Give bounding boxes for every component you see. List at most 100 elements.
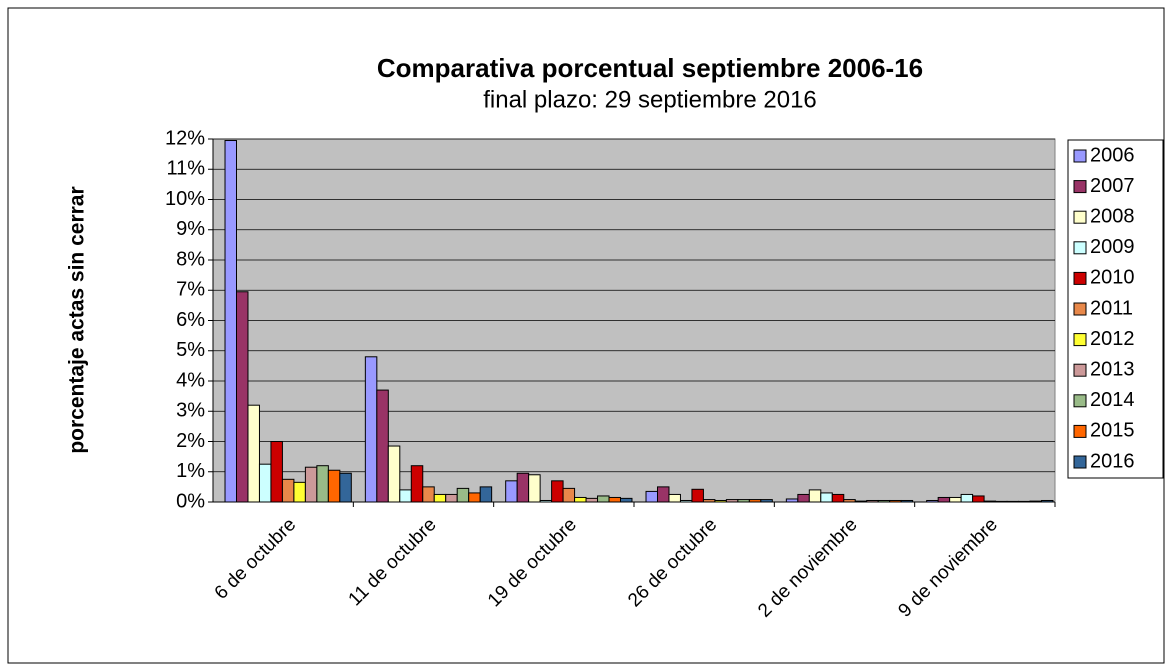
bar xyxy=(597,495,610,503)
y-tick-label: 8% xyxy=(176,248,205,270)
bar xyxy=(1029,500,1043,503)
bar xyxy=(1018,500,1031,503)
bar xyxy=(505,480,518,503)
bar xyxy=(468,492,481,503)
bar xyxy=(304,466,318,503)
bar xyxy=(608,496,622,503)
legend-swatch xyxy=(1073,394,1087,408)
bar xyxy=(877,499,891,503)
legend-swatch xyxy=(1073,271,1087,285)
bar xyxy=(376,389,389,503)
legend-label: 2016 xyxy=(1090,450,1135,472)
y-tick-label: 9% xyxy=(176,218,205,240)
legend-swatch xyxy=(1073,210,1087,224)
chart-title: Comparativa porcentual septiembre 2006-1… xyxy=(377,53,923,83)
bar xyxy=(831,493,845,503)
legend-swatch xyxy=(1073,302,1087,316)
bar xyxy=(937,496,951,503)
bar xyxy=(972,495,985,503)
bar xyxy=(422,486,435,503)
bar xyxy=(247,404,260,503)
y-tick-label: 5% xyxy=(176,339,205,361)
y-tick-label: 0% xyxy=(176,490,205,512)
legend-swatch xyxy=(1073,363,1087,377)
bar xyxy=(445,493,458,503)
bar xyxy=(574,496,587,503)
bar xyxy=(797,493,810,503)
bar xyxy=(528,474,541,503)
bar xyxy=(889,499,902,503)
bar xyxy=(620,497,633,503)
bar xyxy=(585,497,599,503)
legend-label: 2011 xyxy=(1090,297,1133,319)
legend-swatch xyxy=(1073,424,1087,438)
y-tick-label: 4% xyxy=(176,369,205,391)
legend-label: 2006 xyxy=(1090,144,1135,166)
bar xyxy=(316,465,329,503)
bar xyxy=(1041,499,1054,503)
bar xyxy=(983,500,997,503)
y-tick-label: 3% xyxy=(176,400,205,422)
bar xyxy=(645,490,658,503)
legend-swatch xyxy=(1073,149,1087,163)
legend-label: 2008 xyxy=(1090,205,1135,227)
y-tick-label: 2% xyxy=(176,430,205,452)
bar xyxy=(854,500,868,503)
bar xyxy=(843,499,856,503)
y-tick-label: 12% xyxy=(165,127,205,149)
bar xyxy=(995,500,1008,503)
bar xyxy=(949,496,962,503)
bar xyxy=(399,489,412,503)
bar xyxy=(808,489,822,503)
chart-subtitle: final plazo: 29 septiembre 2016 xyxy=(483,86,817,113)
legend-swatch xyxy=(1073,333,1087,347)
bar xyxy=(714,499,727,503)
bar xyxy=(387,445,401,503)
bar xyxy=(258,463,272,503)
legend-label: 2007 xyxy=(1090,175,1135,197)
bar xyxy=(1006,500,1020,503)
bar xyxy=(691,488,704,503)
bar xyxy=(224,140,237,503)
legend-label: 2014 xyxy=(1090,389,1135,411)
bar xyxy=(433,493,447,503)
y-tick-label: 6% xyxy=(176,309,205,331)
bar xyxy=(785,498,799,503)
bar xyxy=(270,441,283,503)
bar xyxy=(479,486,493,503)
bar xyxy=(725,499,739,503)
legend-label: 2010 xyxy=(1090,267,1135,289)
bar xyxy=(760,499,773,503)
bar xyxy=(327,469,341,503)
bar xyxy=(539,499,553,503)
bar xyxy=(656,486,670,503)
bar xyxy=(926,499,939,503)
legend-label: 2009 xyxy=(1090,236,1135,258)
bar xyxy=(820,492,833,503)
legend-swatch xyxy=(1073,180,1087,194)
bar xyxy=(737,499,750,503)
bar xyxy=(364,356,378,503)
bar xyxy=(456,487,470,503)
bar xyxy=(281,478,295,503)
bar xyxy=(293,481,306,503)
bar xyxy=(668,493,681,503)
bar xyxy=(235,291,249,503)
y-tick-label: 10% xyxy=(165,188,205,210)
y-tick-label: 11% xyxy=(166,158,205,180)
bar xyxy=(410,465,424,503)
legend-label: 2015 xyxy=(1090,420,1135,442)
y-axis-label: porcentaje actas sin cerrar xyxy=(66,186,89,453)
bar xyxy=(900,499,914,503)
bar xyxy=(748,499,762,503)
y-tick-label: 7% xyxy=(176,279,205,301)
bar xyxy=(960,493,974,503)
legend-swatch xyxy=(1073,455,1087,469)
bar xyxy=(339,472,352,503)
bar xyxy=(516,472,530,503)
legend-label: 2012 xyxy=(1090,328,1135,350)
bar xyxy=(679,499,693,503)
y-tick-label: 1% xyxy=(176,460,205,482)
bar xyxy=(551,480,564,503)
